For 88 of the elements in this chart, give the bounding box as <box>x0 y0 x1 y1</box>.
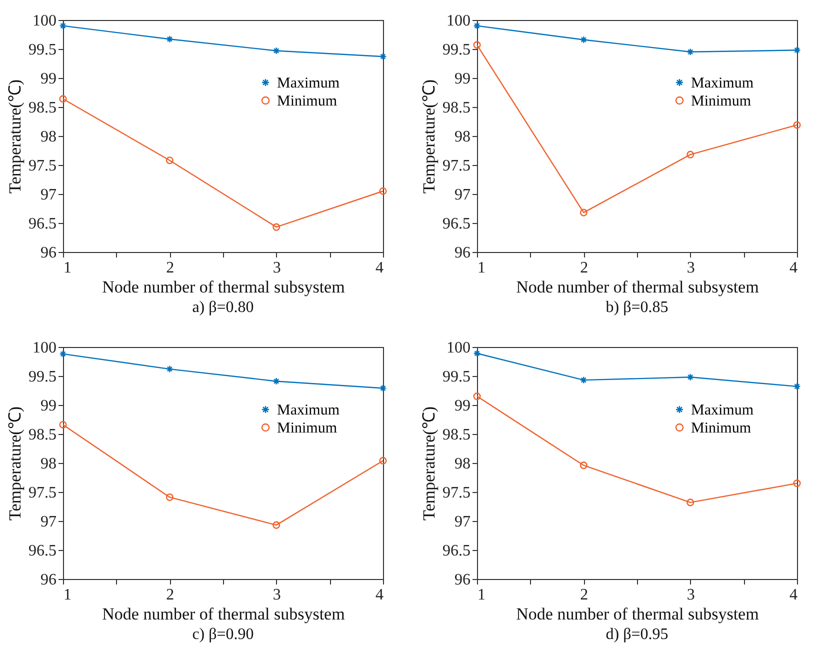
x-tick-label: 1 <box>64 260 72 276</box>
y-tick-label: 97 <box>454 186 470 204</box>
y-tick-label: 96 <box>40 572 56 588</box>
y-axis-title: Temperature(℃) <box>420 406 438 520</box>
y-tick-label: 98.5 <box>442 426 470 444</box>
y-tick-label: 99.5 <box>442 368 470 386</box>
point <box>686 498 694 506</box>
y-tick-label: 97 <box>40 186 56 204</box>
point <box>272 521 280 529</box>
x-tick-label: 2 <box>580 586 588 604</box>
y-tick-label: 99.5 <box>442 42 470 58</box>
point <box>686 48 694 56</box>
x-tick-label: 1 <box>478 260 486 276</box>
legend-label: Maximum <box>691 76 754 92</box>
x-tick-label: 2 <box>166 260 174 276</box>
y-axis-title: Temperature(℃) <box>6 80 24 194</box>
y-tick-label: 96.5 <box>442 216 470 232</box>
point <box>272 46 280 54</box>
y-tick-label: 99.5 <box>28 42 56 58</box>
y-tick-label: 99.5 <box>28 368 56 386</box>
y-tick-label: 96 <box>454 572 470 588</box>
y-tick-label: 100 <box>446 340 470 356</box>
text: d) β=0.95 <box>606 626 668 643</box>
x-axis-title: Node number of thermal subsystem <box>516 278 759 296</box>
legend-label: Maximum <box>277 402 340 418</box>
point <box>686 373 694 381</box>
text: b) β=0.85 <box>606 299 668 316</box>
y-tick-label: 98 <box>454 456 470 472</box>
point <box>166 493 174 501</box>
y-tick-label: 98.5 <box>28 100 56 116</box>
legend-label: Maximum <box>691 402 754 418</box>
x-axis-title: Node number of thermal subsystem <box>516 604 759 624</box>
y-tick-label: 96 <box>40 244 56 262</box>
y-tick-label: 96.5 <box>28 542 56 560</box>
point <box>272 377 280 385</box>
x-tick-label: 4 <box>376 260 384 276</box>
x-tick-label: 3 <box>686 260 695 276</box>
y-tick-label: 98.5 <box>442 100 470 116</box>
y-tick-label: 100 <box>446 12 470 30</box>
y-axis-title: Temperature(℃) <box>6 406 24 520</box>
x-tick-label: 4 <box>790 586 798 604</box>
point <box>580 462 588 470</box>
point <box>166 365 174 373</box>
text: c) β=0.90 <box>192 626 254 643</box>
y-tick-label: 98 <box>454 128 470 146</box>
legend-label: Minimum <box>691 94 752 110</box>
y-tick-label: 100 <box>32 340 56 356</box>
y-tick-label: 99 <box>454 398 470 414</box>
point <box>580 208 588 216</box>
y-tick-label: 99 <box>40 398 56 414</box>
legend-label: Minimum <box>277 420 338 436</box>
x-tick-label: 3 <box>272 260 281 276</box>
y-tick-label: 97.5 <box>442 484 470 502</box>
x-axis-title: Node number of thermal subsystem <box>102 278 345 296</box>
x-tick-label: 4 <box>790 260 798 276</box>
text: a) β=0.80 <box>192 299 254 316</box>
y-axis-title: Temperature(℃) <box>420 80 438 194</box>
x-tick-label: 1 <box>478 586 486 604</box>
y-tick-label: 97 <box>40 514 56 530</box>
y-tick-label: 98 <box>40 456 56 472</box>
y-tick-label: 100 <box>32 12 56 30</box>
point <box>166 35 174 43</box>
x-tick-label: 4 <box>376 586 384 604</box>
x-tick-label: 2 <box>166 586 174 604</box>
y-tick-label: 98.5 <box>28 426 56 444</box>
y-tick-label: 96.5 <box>442 542 470 560</box>
point <box>580 36 588 44</box>
legend-label: Minimum <box>277 94 338 110</box>
legend-label: Maximum <box>277 76 340 92</box>
legend-label: Minimum <box>691 420 752 436</box>
point <box>272 223 280 231</box>
y-tick-label: 96 <box>454 244 470 262</box>
x-tick-label: 3 <box>272 586 281 604</box>
y-tick-label: 99 <box>454 70 470 88</box>
x-tick-label: 3 <box>686 586 695 604</box>
x-axis-title: Node number of thermal subsystem <box>102 604 345 624</box>
x-tick-label: 2 <box>580 260 588 276</box>
y-tick-label: 97.5 <box>28 158 56 174</box>
x-tick-label: 1 <box>64 586 72 604</box>
y-tick-label: 99 <box>40 70 56 88</box>
point <box>686 150 694 158</box>
point <box>580 376 588 384</box>
y-tick-label: 97 <box>454 514 470 530</box>
y-tick-label: 96.5 <box>28 216 56 232</box>
y-tick-label: 97.5 <box>28 484 56 502</box>
y-tick-label: 98 <box>40 128 56 146</box>
y-tick-label: 97.5 <box>442 158 470 174</box>
point <box>166 156 174 164</box>
